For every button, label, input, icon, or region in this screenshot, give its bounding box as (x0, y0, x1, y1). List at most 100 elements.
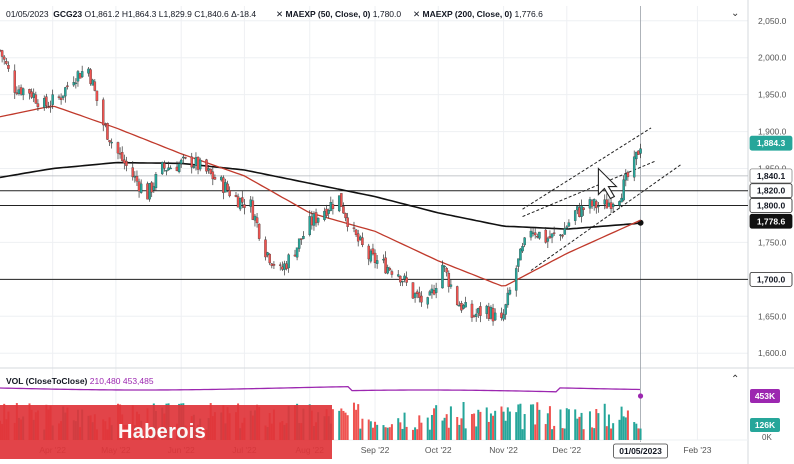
candle-body (519, 248, 522, 261)
x-icon[interactable]: ✕ (276, 9, 284, 19)
volume-bar (340, 408, 343, 440)
candle-body (163, 163, 166, 169)
volume-bar (506, 407, 509, 440)
candle-body (15, 92, 19, 95)
candle-body (388, 268, 392, 271)
candle-body (219, 176, 223, 181)
price-tags: 1,884.3 1,840.1 1,778.6 1,820.0 1,800.0 1,700… (749, 135, 793, 442)
candle-body (597, 205, 600, 207)
candle-body (567, 222, 571, 227)
volume-bar (607, 414, 610, 440)
price-tag-level: 1,800.0 (757, 200, 786, 210)
candle-body (192, 166, 196, 168)
candle-body (356, 233, 360, 242)
volume-bar (428, 429, 431, 440)
y-tick-label: 1,950.0 (758, 90, 787, 100)
price-tag-level: 1,820.0 (757, 186, 786, 196)
volume-bar (605, 426, 608, 440)
candle-body (580, 205, 583, 217)
candle-body (228, 189, 231, 197)
watermark-logo: Haberois (0, 405, 332, 459)
volume-bar (342, 410, 345, 440)
candle-body (595, 201, 598, 209)
volume-bar (639, 428, 642, 440)
candle-body (211, 171, 215, 180)
candlestick-series (0, 49, 642, 326)
candle-body (5, 61, 8, 64)
volume-bar (388, 427, 391, 440)
candle-body (521, 245, 524, 252)
candle-body (177, 163, 181, 173)
candle-body (523, 237, 526, 246)
volume-bar (637, 428, 640, 440)
candle-body (13, 70, 16, 93)
volume-bar (374, 421, 377, 440)
candle-body (502, 314, 505, 320)
candle-body (382, 258, 385, 261)
candle-body (57, 96, 61, 98)
volume-bar (403, 412, 406, 440)
candle-body (479, 306, 482, 316)
candle-body (285, 263, 288, 269)
candle-body (249, 199, 252, 207)
price-tag-ma200-bg (749, 213, 793, 229)
candle-body (190, 156, 193, 168)
candle-body (369, 250, 373, 262)
volume-bar (361, 418, 364, 440)
volume-bar (479, 411, 482, 440)
volume-bar (441, 420, 444, 440)
volume-bar (500, 406, 503, 440)
volume-bar (433, 408, 436, 440)
volume-bar (414, 427, 417, 440)
candle-body (295, 247, 299, 258)
candle-body (563, 228, 566, 235)
candle-body (2, 56, 6, 60)
candle-body (592, 199, 596, 206)
volume-bar (536, 402, 539, 440)
candle-body (639, 148, 642, 154)
volume-bar (369, 421, 372, 440)
volume-bar (553, 425, 556, 440)
volume-bar (591, 427, 594, 440)
candle-body (167, 167, 170, 171)
candle-body (110, 141, 113, 144)
chevron-up-icon[interactable]: ⌃ (731, 374, 740, 385)
candle-body (544, 229, 547, 243)
candle-body (605, 199, 609, 209)
candle-body (396, 274, 400, 277)
candle-body (565, 226, 569, 229)
candle-body (413, 293, 417, 298)
candle-body (434, 288, 438, 293)
volume-bar (470, 414, 473, 440)
ma200-legend[interactable]: ✕ MAEXP (200, Close, 0) 1,776.6 (413, 9, 543, 20)
price-tag-level-bg (749, 198, 793, 213)
candle-body (95, 90, 99, 101)
legend-date: 01/05/2023 (6, 9, 49, 19)
candle-body (576, 206, 579, 211)
candle-body (500, 312, 503, 319)
candle-body (487, 306, 491, 319)
volume-bar (494, 410, 497, 440)
candle-body (618, 201, 621, 206)
volume-bar (633, 422, 636, 440)
candle-body (622, 179, 625, 201)
candle-body (314, 212, 318, 224)
candle-body (222, 177, 225, 193)
candle-body (420, 295, 423, 303)
candle-body (344, 213, 347, 219)
chevron-down-icon[interactable]: ⌄ (731, 8, 740, 19)
ohlc-legend: 01/05/2023 GCG23 O1,861.2 H1,864.3 L1,82… (6, 9, 256, 19)
ma50-legend[interactable]: ✕ MAEXP (50, Close, 0) 1,780.0 (276, 9, 401, 20)
price-tag-ma200: 1,778.6 (757, 216, 786, 226)
volume-legend-label: VOL (CloseToClose) (6, 376, 88, 386)
candle-body (104, 124, 107, 126)
candle-body (17, 89, 21, 94)
volume-tag-bg (750, 418, 780, 432)
candle-body (264, 239, 267, 258)
x-icon[interactable]: ✕ (413, 9, 421, 19)
candle-body (489, 307, 493, 319)
candle-body (154, 174, 158, 189)
legend-symbol[interactable]: GCG23 (53, 9, 83, 19)
candle-body (302, 236, 305, 239)
